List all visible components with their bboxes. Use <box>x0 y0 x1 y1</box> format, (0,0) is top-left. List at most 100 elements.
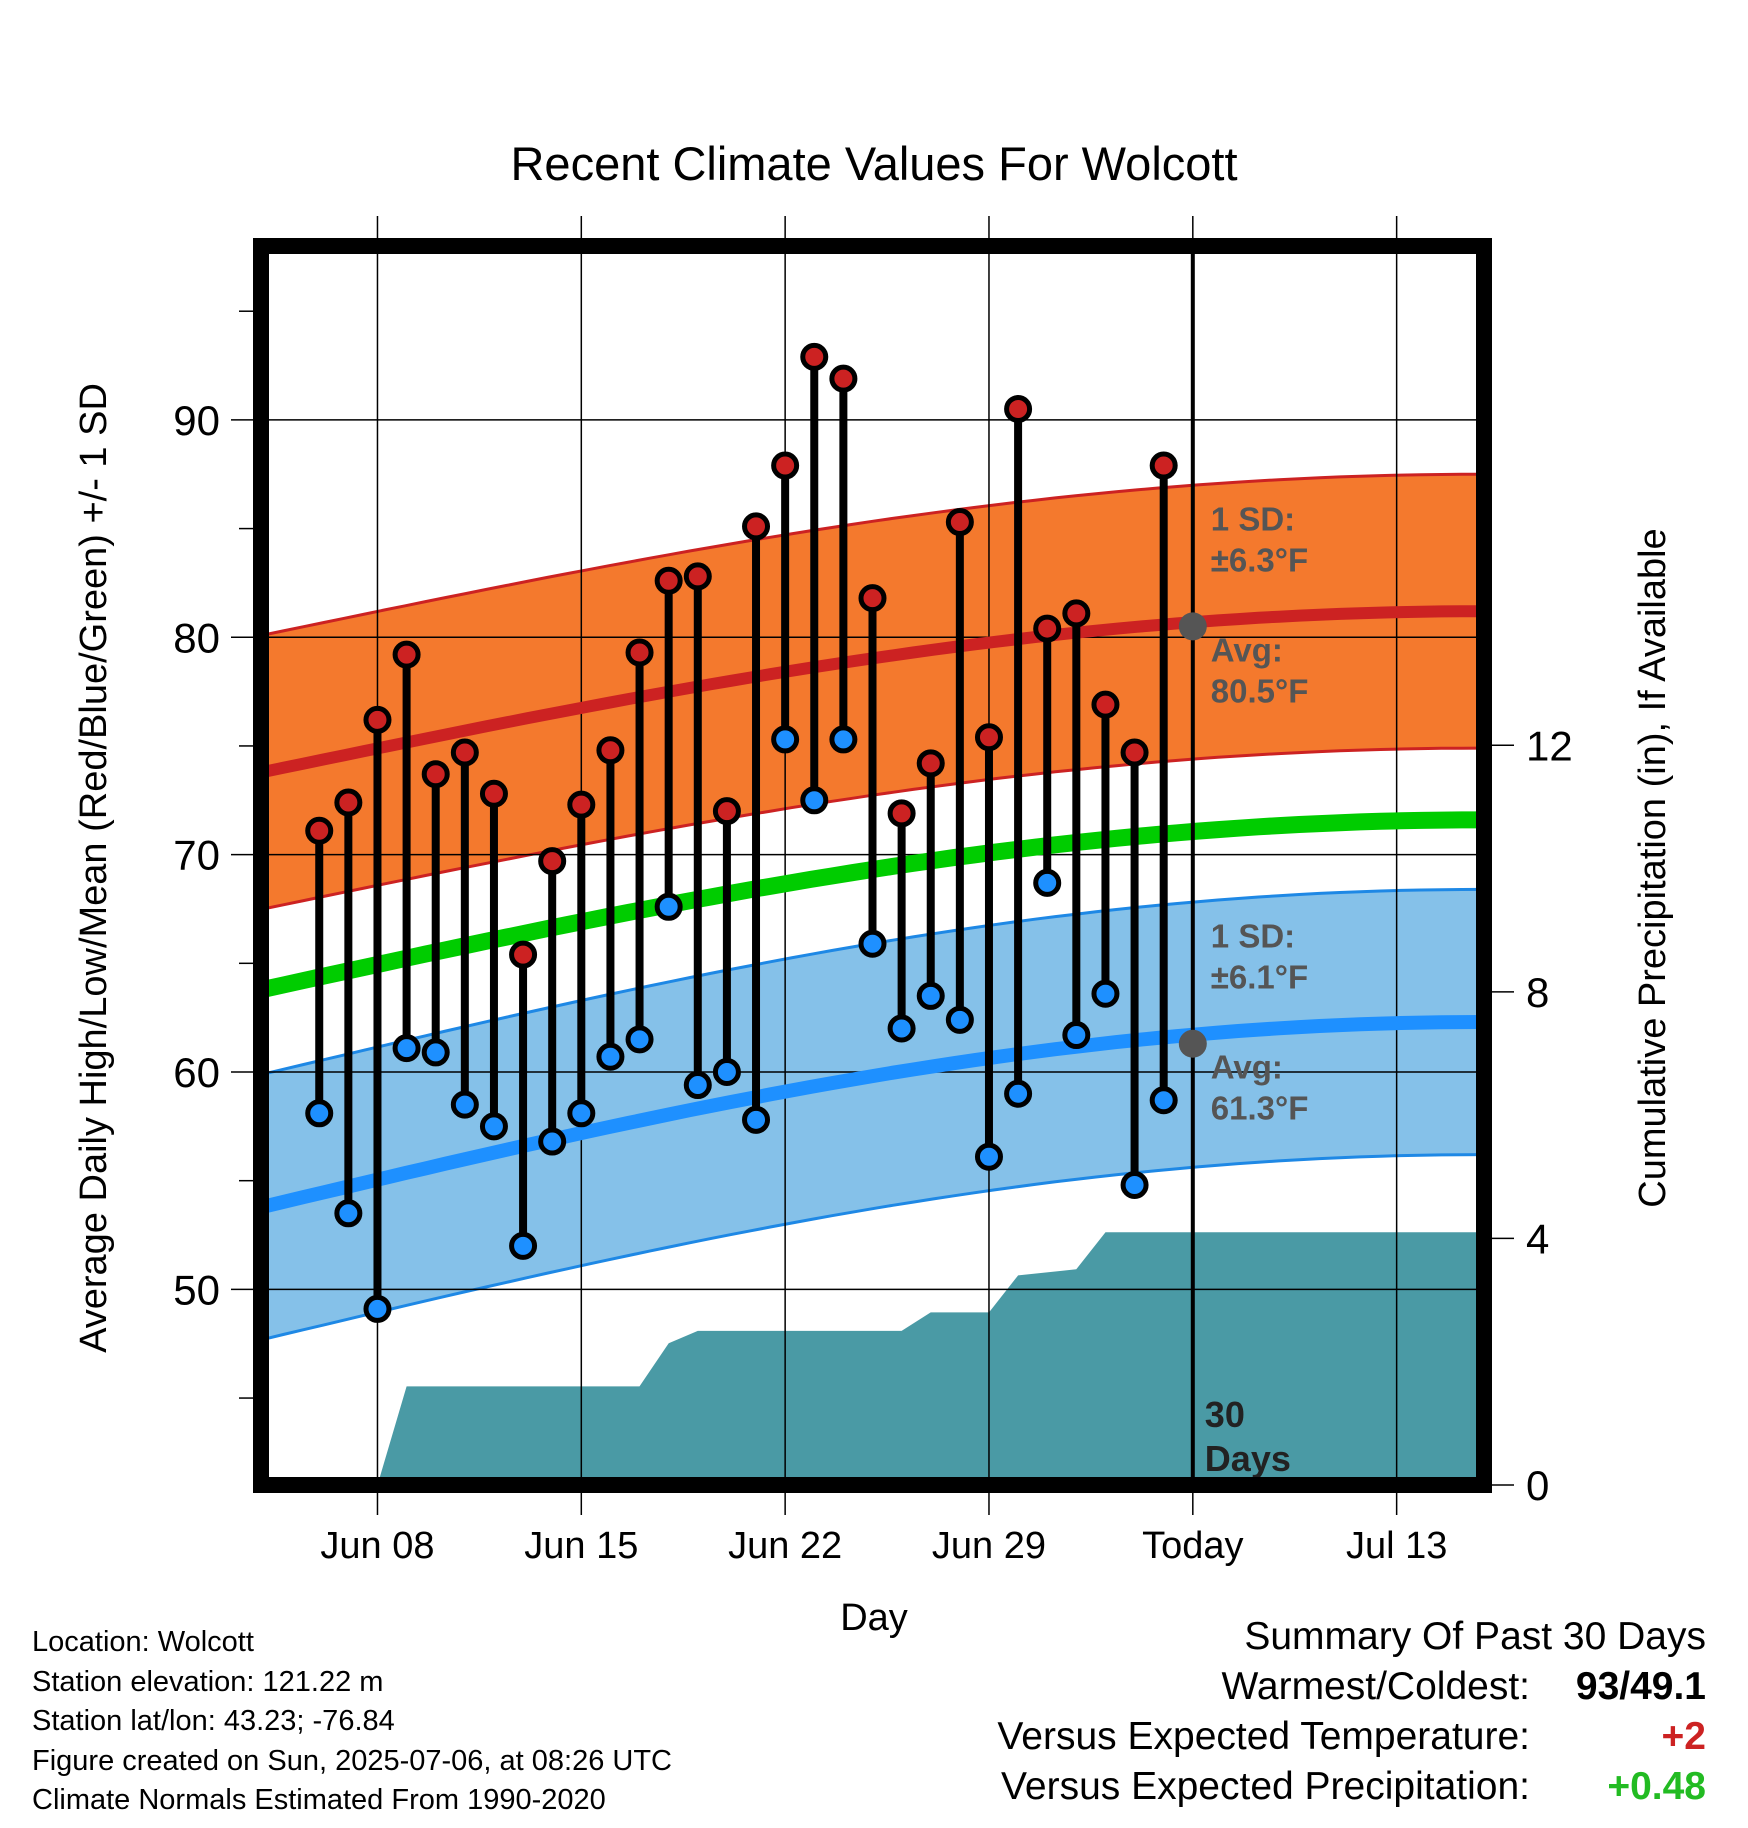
high-temp-point <box>654 566 683 595</box>
summary-title: Summary Of Past 30 Days <box>1244 1615 1706 1658</box>
chart-title: Recent Climate Values For Wolcott <box>510 137 1237 190</box>
high-temp-point <box>1062 599 1091 628</box>
x-tick-label: Jun 29 <box>932 1525 1046 1567</box>
x-tick-label: Jun 22 <box>728 1525 842 1567</box>
y2-axis-label: Cumulative Precipitation (in), If Availa… <box>1632 528 1674 1207</box>
high-avg-today-marker <box>1178 612 1207 641</box>
low-temp-point <box>538 1127 567 1156</box>
low-temp-point <box>742 1105 771 1134</box>
temp-label: Versus Expected Temperature: <box>997 1715 1530 1758</box>
high-temp-point <box>945 508 974 537</box>
y-tick-label: 50 <box>173 1266 220 1313</box>
high-sd-upper-edge <box>262 472 1483 637</box>
low-sd-label: 1 SD: <box>1211 918 1295 955</box>
low-sd-value: ±6.1°F <box>1211 959 1308 996</box>
high-temp-point <box>1004 395 1033 424</box>
high-temp-point <box>334 788 363 817</box>
y2-tick-label: 8 <box>1526 969 1549 1016</box>
warmest-label: Warmest/Coldest: <box>1221 1665 1530 1708</box>
high-temp-point <box>887 799 916 828</box>
low-temp-point <box>479 1112 508 1141</box>
info-location: Location: Wolcott <box>32 1626 254 1658</box>
high-temp-point <box>683 562 712 591</box>
high-temp-point <box>1091 690 1120 719</box>
low-temp-point <box>305 1099 334 1128</box>
high-temp-point <box>800 342 829 371</box>
x-axis-label: Day <box>840 1597 908 1639</box>
low-temp-point <box>1004 1079 1033 1108</box>
low-avg-label: Avg: <box>1211 1049 1283 1086</box>
high-sd-label: 1 SD: <box>1211 500 1295 537</box>
today-days-label: 30 <box>1205 1394 1245 1435</box>
high-temp-point <box>742 512 771 541</box>
axes: 50 60 70 80 90 0 4 8 12 Jun 08 Jun 15 Jun 22 Jun 29 T… <box>173 216 1573 1567</box>
info-created: Figure created on Sun, 2025-07-06, at 08… <box>32 1744 672 1777</box>
low-temp-point <box>800 786 829 815</box>
summary-temp-row: Versus Expected Temperature: +2 <box>997 1712 1706 1762</box>
low-temp-point <box>654 892 683 921</box>
y-tick-label: 80 <box>173 614 220 661</box>
summary-precip-row: Versus Expected Precipitation: +0.48 <box>997 1762 1706 1812</box>
low-avg-value: 61.3°F <box>1211 1090 1309 1127</box>
low-temp-point <box>1091 979 1120 1008</box>
low-temp-point <box>1149 1086 1178 1115</box>
high-temp-point <box>712 797 741 826</box>
low-normal-line <box>261 1015 1483 1214</box>
low-temp-point <box>1033 868 1062 897</box>
high-temp-point <box>363 705 392 734</box>
info-elevation: Station elevation: 121.22 m <box>32 1665 384 1698</box>
low-temp-point <box>567 1099 596 1128</box>
high-temp-point <box>1120 738 1149 767</box>
high-avg-value: 80.5°F <box>1211 672 1309 709</box>
y-axis-label: Average Daily High/Low/Mean (Red/Blue/Gr… <box>73 383 115 1353</box>
low-temp-point <box>363 1294 392 1323</box>
station-info: Location: Wolcott Station elevation: 121… <box>32 1623 672 1821</box>
precip-value: +0.48 <box>1607 1765 1706 1808</box>
x-tick-label: Jun 08 <box>320 1525 434 1567</box>
low-temp-point <box>916 981 945 1010</box>
low-temp-point <box>771 725 800 754</box>
high-temp-point <box>596 736 625 765</box>
x-tick-label: Jun 15 <box>524 1525 638 1567</box>
info-latlon: Station lat/lon: 43.23; -76.84 <box>32 1705 395 1737</box>
low-temp-point <box>421 1038 450 1067</box>
low-temp-point <box>334 1199 363 1228</box>
low-temp-point <box>392 1034 421 1063</box>
low-temp-point <box>858 929 887 958</box>
high-temp-point <box>1149 451 1178 480</box>
y2-tick-label: 12 <box>1526 722 1573 769</box>
temp-value: +2 <box>1661 1715 1706 1758</box>
high-sd-value: ±6.3°F <box>1211 541 1308 578</box>
y-tick-label: 60 <box>173 1049 220 1096</box>
high-temp-point <box>305 816 334 845</box>
high-temp-point <box>974 723 1003 752</box>
low-temp-point <box>974 1142 1003 1171</box>
high-temp-point <box>829 364 858 393</box>
low-temp-point <box>712 1058 741 1086</box>
low-sd-band <box>263 889 1482 1340</box>
low-temp-point <box>450 1090 479 1119</box>
high-temp-point <box>1033 614 1062 643</box>
high-temp-point <box>450 738 479 767</box>
high-temp-point <box>858 584 887 613</box>
x-tick-label: Today <box>1142 1525 1243 1567</box>
low-temp-point <box>1120 1171 1149 1200</box>
high-temp-point <box>567 790 596 819</box>
high-temp-point <box>392 640 421 669</box>
low-avg-today-marker <box>1178 1029 1207 1058</box>
info-normals: Climate Normals Estimated From 1990-2020 <box>32 1784 606 1816</box>
precip-area <box>377 1232 1484 1485</box>
summary-panel: Summary Of Past 30 Days Warmest/Coldest:… <box>997 1612 1706 1812</box>
y2-tick-label: 0 <box>1526 1462 1549 1509</box>
warmest-value: 93/49.1 <box>1575 1665 1706 1708</box>
plot-frame <box>253 238 1492 1493</box>
y2-tick-label: 4 <box>1526 1215 1549 1262</box>
low-temp-point <box>1062 1021 1091 1050</box>
low-temp-point <box>596 1042 625 1071</box>
plot-area: 1 SD: ±6.3°F Avg: 80.5°F 1 SD: ±6.1°F Avg: 61.3… <box>261 246 1484 1485</box>
precip-label: Versus Expected Precipitation: <box>1001 1765 1530 1808</box>
low-temp-point <box>829 725 858 754</box>
high-avg-label: Avg: <box>1211 631 1283 668</box>
low-temp-point <box>887 1014 916 1043</box>
